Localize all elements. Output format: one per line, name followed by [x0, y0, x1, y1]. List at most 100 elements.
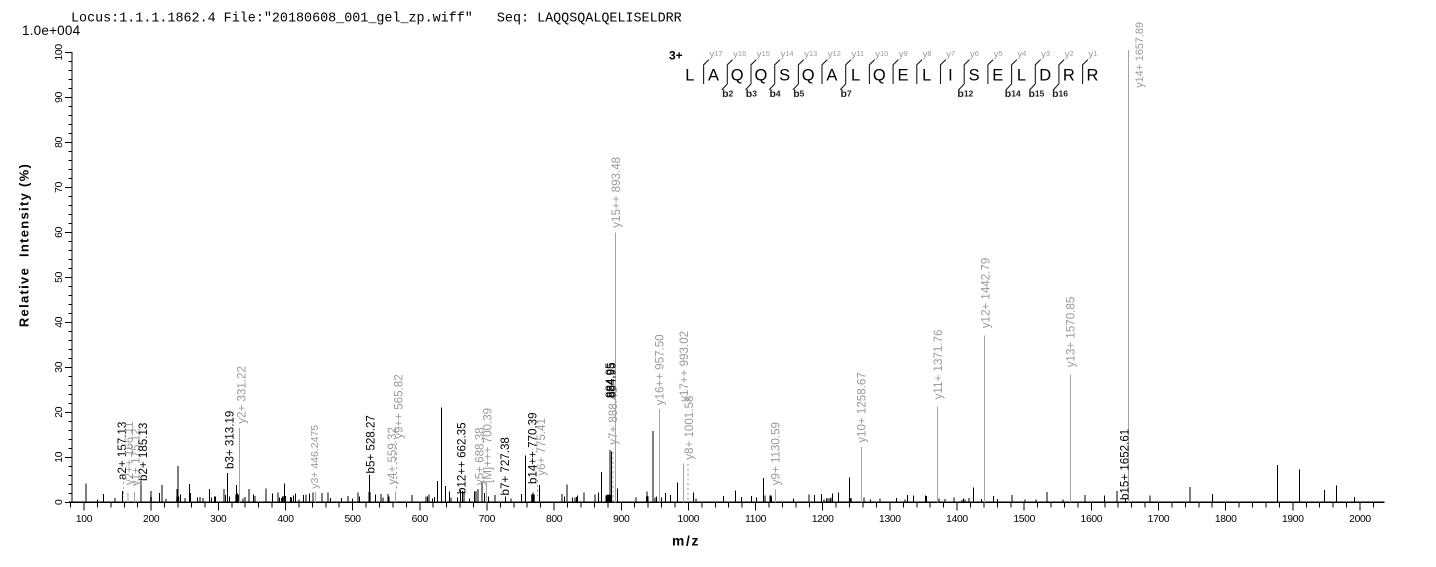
svg-text:y7: y7	[946, 49, 955, 60]
svg-text:A: A	[826, 67, 837, 85]
svg-text:y15++ 893.48: y15++ 893.48	[610, 157, 623, 228]
svg-text:80: 80	[54, 136, 65, 147]
svg-text:1500: 1500	[1013, 514, 1035, 525]
svg-text:y14+ 1657.89: y14+ 1657.89	[1134, 22, 1146, 88]
svg-text:[M]+++ 700.39: [M]+++ 700.39	[482, 408, 495, 483]
svg-text:300: 300	[210, 514, 227, 525]
svg-text:b12: b12	[957, 88, 973, 100]
svg-text:10: 10	[54, 451, 65, 462]
svg-text:y1: y1	[1088, 49, 1097, 60]
svg-text:Q: Q	[754, 67, 767, 85]
svg-text:b5: b5	[793, 88, 804, 100]
svg-text:1600: 1600	[1081, 514, 1103, 525]
svg-text:y12: y12	[828, 49, 841, 60]
svg-text:400: 400	[277, 514, 294, 525]
svg-text:100: 100	[54, 44, 65, 61]
svg-text:Locus:1.1.1.1862.4 File:"20180: Locus:1.1.1.1862.4 File:"20180608_001_ge…	[71, 12, 682, 27]
svg-text:b3: b3	[746, 88, 757, 100]
svg-text:600: 600	[412, 514, 429, 525]
svg-text:y6+ 775.41: y6+ 775.41	[535, 418, 548, 476]
svg-text:y2+ 331.22: y2+ 331.22	[236, 366, 249, 424]
svg-text:y15: y15	[757, 49, 770, 60]
svg-text:884.95: 884.95	[604, 363, 617, 398]
svg-text:b2: b2	[722, 88, 733, 100]
svg-text:y16: y16	[733, 49, 746, 60]
svg-text:100: 100	[76, 514, 93, 525]
svg-text:y10: y10	[875, 49, 888, 60]
svg-text:y8+ 1001.58: y8+ 1001.58	[683, 396, 696, 460]
svg-text:40: 40	[54, 316, 65, 327]
svg-text:b16: b16	[1052, 88, 1068, 100]
svg-text:S: S	[969, 67, 980, 85]
svg-text:1300: 1300	[879, 514, 901, 525]
svg-text:b14: b14	[1005, 88, 1021, 100]
svg-text:L: L	[1017, 67, 1026, 85]
svg-text:30: 30	[54, 361, 65, 372]
svg-text:R: R	[1063, 67, 1075, 85]
svg-text:1900: 1900	[1282, 514, 1304, 525]
svg-text:b3+ 313.19: b3+ 313.19	[224, 411, 237, 469]
svg-text:y13: y13	[804, 49, 817, 60]
svg-text:Q: Q	[873, 67, 886, 85]
svg-text:b4: b4	[770, 88, 781, 100]
svg-text:1700: 1700	[1148, 514, 1170, 525]
svg-text:y9++ 565.82: y9++ 565.82	[393, 374, 406, 438]
svg-text:y16++ 957.50: y16++ 957.50	[654, 334, 667, 405]
svg-text:1800: 1800	[1215, 514, 1237, 525]
svg-text:y4: y4	[1017, 49, 1026, 60]
svg-text:b15+ 1652.61: b15+ 1652.61	[1119, 429, 1132, 500]
svg-text:L: L	[851, 67, 860, 85]
svg-text:L: L	[922, 67, 931, 85]
svg-text:1400: 1400	[946, 514, 968, 525]
svg-text:20: 20	[54, 406, 65, 417]
svg-text:1200: 1200	[812, 514, 834, 525]
svg-text:y6: y6	[970, 49, 979, 60]
svg-text:y2++ 166.11: y2++ 166.11	[123, 421, 136, 485]
svg-text:y17: y17	[709, 49, 722, 60]
svg-text:200: 200	[143, 514, 160, 525]
svg-text:3+: 3+	[669, 49, 683, 63]
svg-text:90: 90	[54, 91, 65, 102]
svg-text:2000: 2000	[1349, 514, 1371, 525]
svg-text:L: L	[685, 67, 694, 85]
svg-text:b2+ 185.13: b2+ 185.13	[137, 423, 150, 481]
svg-text:a2+ 157.13: a2+ 157.13	[116, 422, 129, 480]
svg-text:b7+ 727.38: b7+ 727.38	[499, 437, 512, 495]
svg-text:D: D	[1039, 67, 1051, 85]
svg-text:b12++ 662.35: b12++ 662.35	[456, 422, 469, 494]
svg-text:y11: y11	[852, 49, 865, 60]
svg-text:1100: 1100	[745, 514, 767, 525]
svg-text:50: 50	[54, 271, 65, 282]
svg-text:y3: y3	[1041, 49, 1050, 60]
svg-text:Q: Q	[802, 67, 815, 85]
svg-text:y5: y5	[994, 49, 1003, 60]
svg-text:0: 0	[54, 499, 65, 505]
svg-text:900: 900	[613, 514, 630, 525]
svg-text:E: E	[992, 67, 1003, 85]
svg-text:y8: y8	[923, 49, 932, 60]
svg-text:y3+ 446.2475: y3+ 446.2475	[309, 425, 321, 489]
svg-text:y14: y14	[781, 49, 794, 60]
svg-text:y9+ 1130.59: y9+ 1130.59	[770, 422, 783, 485]
svg-text:Relative Intensity (%): Relative Intensity (%)	[17, 163, 32, 327]
svg-text:y12+ 1442.79: y12+ 1442.79	[980, 258, 993, 329]
svg-text:y2: y2	[1065, 49, 1074, 60]
svg-text:60: 60	[54, 226, 65, 237]
svg-text:Q: Q	[731, 67, 744, 85]
svg-text:1000: 1000	[678, 514, 700, 525]
svg-text:I: I	[948, 67, 953, 85]
svg-text:700: 700	[479, 514, 496, 525]
svg-text:y17++ 993.02: y17++ 993.02	[678, 331, 691, 402]
svg-text:y13+ 1570.85: y13+ 1570.85	[1065, 297, 1078, 368]
svg-text:R: R	[1087, 67, 1099, 85]
svg-text:b15: b15	[1029, 88, 1045, 100]
svg-text:70: 70	[54, 181, 65, 192]
svg-text:y1+ 175.12: y1+ 175.12	[130, 428, 143, 486]
svg-text:E: E	[897, 67, 908, 85]
svg-text:y5+ 688.38: y5+ 688.38	[474, 427, 487, 485]
svg-text:S: S	[779, 67, 790, 85]
svg-text:y11+ 1371.76: y11+ 1371.76	[932, 330, 945, 400]
svg-text:y4+ 559.32: y4+ 559.32	[386, 427, 399, 485]
svg-text:884.95: 884.95	[606, 363, 619, 398]
svg-text:b14++ 770.39: b14++ 770.39	[527, 412, 540, 484]
